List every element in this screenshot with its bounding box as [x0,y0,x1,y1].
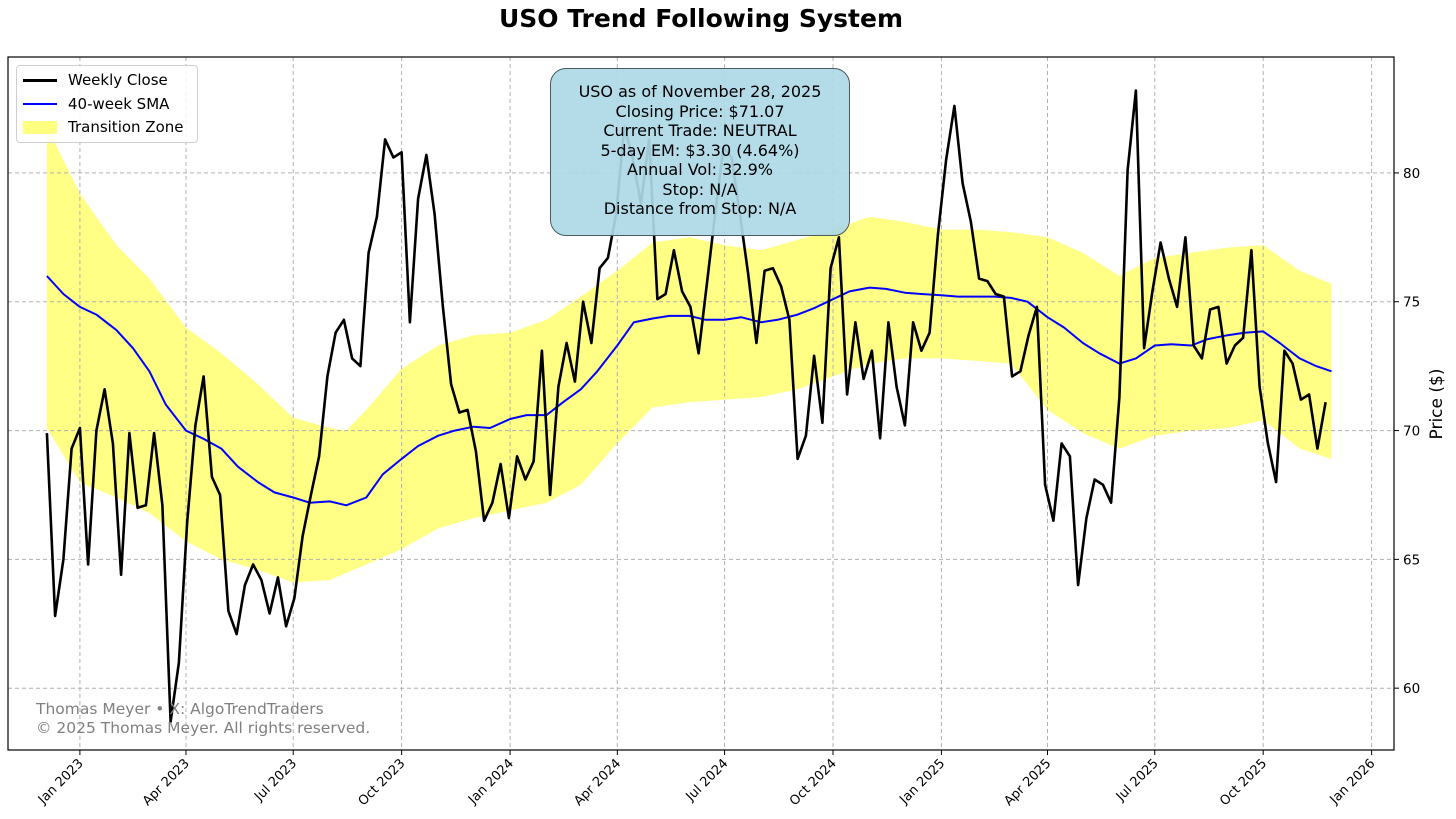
x-tick-label: Apr 2023 [140,756,193,809]
infobox-stop: Stop: N/A [662,179,738,199]
legend: Weekly Close 40-week SMA Transition Zone [16,65,198,143]
infobox-date: USO as of November 28, 2025 [578,82,822,101]
x-tick-label: Jan 2024 [465,756,517,808]
infobox-closing-price: Closing Price: $71.07 [615,101,785,121]
infobox-annual-vol: Annual Vol: 32.9% [627,160,773,179]
watermark-author: Thomas Meyer • X: AlgoTrendTraders [36,700,324,718]
x-tick-label: Jul 2025 [1113,756,1162,805]
y-tick-label: 75 [1403,295,1420,311]
transition-zone-layer [46,126,1332,583]
plot-frame [7,56,1395,751]
legend-item-transition-zone: Transition Zone [23,117,184,137]
x-tick-label: Oct 2025 [1217,756,1270,809]
chart-title: USO Trend Following System [498,4,903,33]
y-tick-label: 60 [1403,681,1420,697]
x-tick-label: Apr 2025 [1001,756,1054,809]
x-tick-label: Jul 2023 [251,756,300,805]
weekly-close-line [45,89,1327,724]
status-infobox: USO as of November 28, 2025 Closing Pric… [550,68,850,236]
y-tick-label: 65 [1403,552,1420,568]
x-tick-label: Jan 2026 [1327,756,1379,808]
watermark-copyright: © 2025 Thomas Meyer. All rights reserved… [36,719,371,737]
infobox-expected-move: 5-day EM: $3.30 (4.64%) [600,140,800,160]
legend-swatch-sma [23,103,57,105]
legend-label-transition-zone: Transition Zone [68,118,184,136]
legend-item-weekly-close: Weekly Close [23,70,168,90]
x-tick-label: Jul 2024 [683,756,732,805]
y-axis-label: Price ($) [1427,368,1447,440]
watermark: Thomas Meyer • X: AlgoTrendTraders © 202… [36,700,370,738]
x-tick-label: Jan 2025 [896,756,948,808]
transition-zone-band [46,126,1332,583]
legend-label-sma: 40-week SMA [68,95,170,113]
y-tick-label: 70 [1403,424,1420,440]
legend-swatch-transition-zone [23,120,57,134]
legend-item-sma: 40-week SMA [23,94,169,114]
x-tick-label: Oct 2023 [356,756,409,809]
legend-label-weekly-close: Weekly Close [68,71,168,89]
x-tick-label: Apr 2024 [571,756,624,809]
y-tick-label: 80 [1403,166,1420,182]
infobox-current-trade: Current Trade: NEUTRAL [603,121,797,140]
legend-swatch-weekly-close [23,78,57,82]
x-tick-label: Oct 2024 [787,756,840,809]
infobox-distance-from-stop: Distance from Stop: N/A [603,199,797,218]
x-tick-label: Jan 2023 [35,756,87,808]
